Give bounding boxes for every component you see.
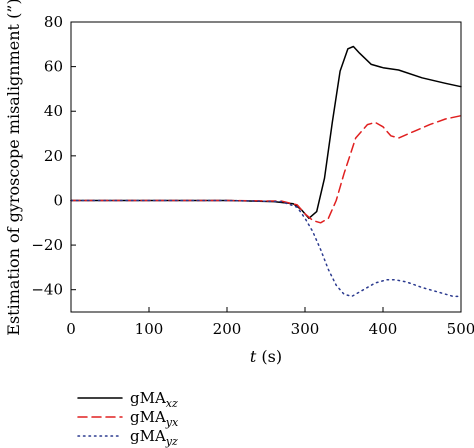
legend-name: gMA xyxy=(130,408,166,426)
x-axis-ticks: 0 100 200 300 400 500 xyxy=(66,307,474,338)
y-tick-label: 80 xyxy=(44,13,63,31)
legend-name: gMA xyxy=(130,427,166,445)
y-tick-label: −40 xyxy=(31,281,63,299)
y-tick-label: 40 xyxy=(44,102,63,120)
series-line-yx xyxy=(70,114,462,224)
series-lines xyxy=(70,45,462,298)
x-tick-label: 300 xyxy=(291,320,320,338)
series-line-yz xyxy=(70,199,462,298)
legend-subscript: yz xyxy=(165,435,178,448)
y-tick-label: 0 xyxy=(53,191,63,209)
plot-frame xyxy=(70,21,462,313)
y-tick-label: 60 xyxy=(44,58,63,76)
legend-label-yz: gMAyz xyxy=(130,427,178,448)
x-tick-label: 0 xyxy=(66,320,76,338)
x-axis-var: t xyxy=(250,347,257,366)
legend-label-xz: gMAxz xyxy=(130,389,178,410)
legend-name: gMA xyxy=(130,389,166,407)
series-line-xz xyxy=(70,45,462,220)
y-tick-label: −20 xyxy=(31,236,63,254)
legend-label-yx: gMAyx xyxy=(130,408,179,429)
y-axis-ticks: −40 −20 0 20 40 60 80 xyxy=(31,13,76,299)
y-axis-label: Estimation of gyroscope misalignment (”) xyxy=(4,0,23,336)
x-axis-unit: (s) xyxy=(256,347,282,366)
x-tick-label: 400 xyxy=(369,320,398,338)
legend-subscript: xz xyxy=(166,397,178,410)
x-tick-label: 200 xyxy=(213,320,242,338)
x-tick-label: 100 xyxy=(135,320,164,338)
y-tick-label: 20 xyxy=(44,147,63,165)
x-tick-label: 500 xyxy=(447,320,474,338)
legend-subscript: yx xyxy=(165,416,179,429)
x-axis-label: t (s) xyxy=(250,347,282,366)
